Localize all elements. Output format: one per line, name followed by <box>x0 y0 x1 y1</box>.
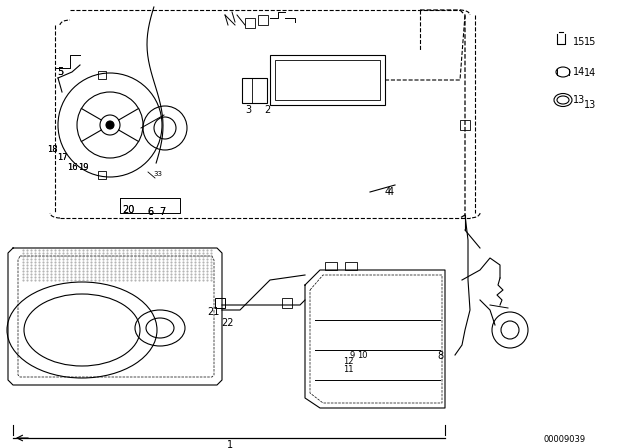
Text: 14: 14 <box>573 67 585 77</box>
Text: 5: 5 <box>57 67 63 77</box>
Bar <box>282 298 292 308</box>
Text: 5: 5 <box>57 67 63 77</box>
Text: 16: 16 <box>67 163 77 172</box>
Text: 10: 10 <box>356 350 367 359</box>
Bar <box>98 171 106 179</box>
Bar <box>242 78 267 103</box>
Text: 18: 18 <box>47 146 58 155</box>
Text: 15: 15 <box>584 37 596 47</box>
Text: 12: 12 <box>343 358 353 366</box>
Text: 20: 20 <box>122 205 134 215</box>
Text: 13: 13 <box>573 95 585 105</box>
Text: 7: 7 <box>159 207 165 217</box>
Text: 17: 17 <box>57 154 67 163</box>
Text: 8: 8 <box>437 351 443 361</box>
Text: 19: 19 <box>77 163 88 172</box>
Text: 21: 21 <box>207 307 219 317</box>
Bar <box>460 120 470 130</box>
Text: 1: 1 <box>227 440 233 448</box>
Text: 20: 20 <box>122 205 134 215</box>
Text: 00009039: 00009039 <box>544 435 586 444</box>
Text: 14: 14 <box>584 68 596 78</box>
Bar <box>345 262 357 270</box>
Bar <box>245 18 255 28</box>
Bar <box>275 60 380 100</box>
Bar <box>215 298 225 308</box>
Text: 6: 6 <box>147 207 153 217</box>
Bar <box>258 15 268 25</box>
Text: 18: 18 <box>47 146 58 155</box>
Text: 4: 4 <box>388 187 394 197</box>
Text: 15: 15 <box>573 37 586 47</box>
Text: 19: 19 <box>77 163 88 172</box>
Text: 6: 6 <box>147 207 153 217</box>
Text: 22: 22 <box>221 318 233 328</box>
Circle shape <box>106 121 114 129</box>
Text: 33: 33 <box>154 171 163 177</box>
Text: 13: 13 <box>584 100 596 110</box>
Text: 2: 2 <box>264 105 270 115</box>
Bar <box>98 71 106 79</box>
Text: 16: 16 <box>67 163 77 172</box>
Text: 3: 3 <box>245 105 251 115</box>
Text: 7: 7 <box>159 207 165 217</box>
Text: 4: 4 <box>385 187 391 197</box>
Bar <box>270 55 385 105</box>
Text: 17: 17 <box>57 154 67 163</box>
Text: 11: 11 <box>343 366 353 375</box>
Bar <box>325 262 337 270</box>
Text: 9: 9 <box>349 350 355 359</box>
